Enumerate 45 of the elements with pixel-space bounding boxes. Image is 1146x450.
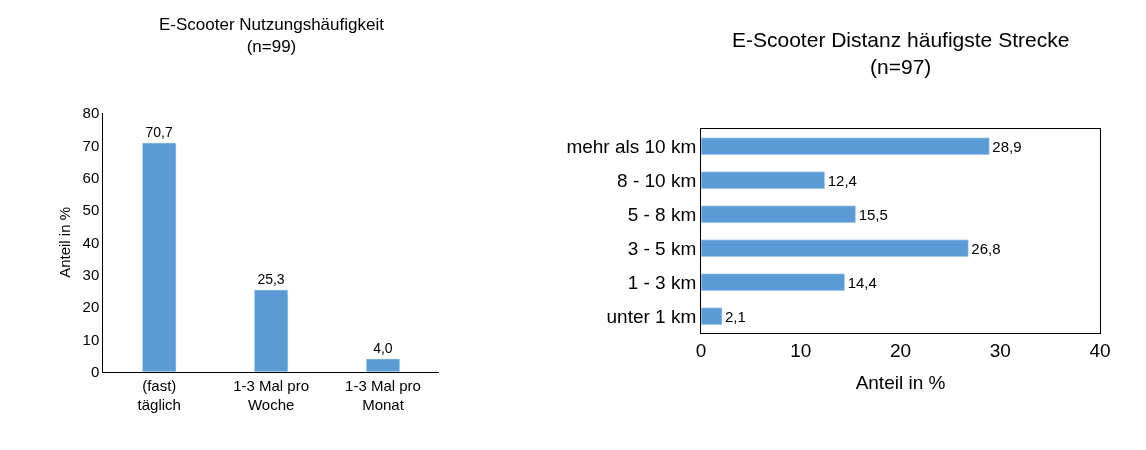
x-tick-label: 40 (1089, 340, 1111, 362)
y-tick-label: 30 (82, 266, 100, 283)
bar (142, 142, 177, 372)
bar (701, 307, 723, 326)
data-label: 14,4 (847, 273, 877, 291)
y-tick-label: 40 (82, 233, 100, 251)
data-label: 2,1 (725, 307, 746, 325)
x-tick-label: 1-3 Mal pro Woche (233, 376, 310, 414)
y-tick-label: 80 (82, 104, 100, 122)
y-tick-label: 20 (82, 298, 100, 316)
bar (254, 289, 289, 372)
chart-title: E-Scooter Distanz häufigste Strecke (732, 28, 1070, 51)
y-tick-label: mehr als 10 km (566, 136, 697, 158)
x-tick-label: 20 (889, 340, 912, 362)
data-label: 4,0 (373, 339, 393, 356)
bar (701, 205, 856, 224)
y-tick-label: 0 (90, 363, 100, 381)
y-tick-label: 5 - 8 km (627, 204, 697, 225)
x-tick-label: 10 (790, 340, 812, 362)
x-axis-title: Anteil in % (855, 371, 946, 393)
bar (701, 239, 969, 258)
y-tick-label: 50 (82, 201, 100, 219)
x-tick-label: 1-3 Mal pro Monat (345, 376, 421, 414)
bar (701, 137, 990, 156)
x-tick-label: (fast) täglich (137, 376, 181, 414)
chart-subtitle: (n=97) (870, 55, 932, 79)
data-label: 70,7 (145, 124, 173, 141)
y-tick-label: 70 (82, 136, 100, 154)
data-label: 28,9 (992, 137, 1022, 155)
y-tick-label: unter 1 km (606, 305, 697, 327)
y-tick-label: 3 - 5 km (627, 237, 697, 259)
chart-title: E-Scooter Nutzungshäufigkeit (159, 15, 385, 34)
data-label: 12,4 (827, 171, 857, 189)
data-label: 25,3 (257, 270, 285, 287)
bar (701, 171, 825, 190)
y-tick-label: 60 (82, 168, 100, 186)
data-label: 15,5 (858, 205, 888, 223)
y-tick-label: 1 - 3 km (627, 271, 697, 293)
y-axis-title: Anteil in % (55, 206, 73, 278)
data-label: 26,8 (971, 239, 1001, 257)
x-tick-label: 30 (989, 340, 1011, 362)
chart-subtitle: (n=99) (246, 37, 297, 57)
y-tick-label: 8 - 10 km (617, 170, 697, 192)
bar (701, 273, 845, 292)
bar (365, 358, 401, 372)
